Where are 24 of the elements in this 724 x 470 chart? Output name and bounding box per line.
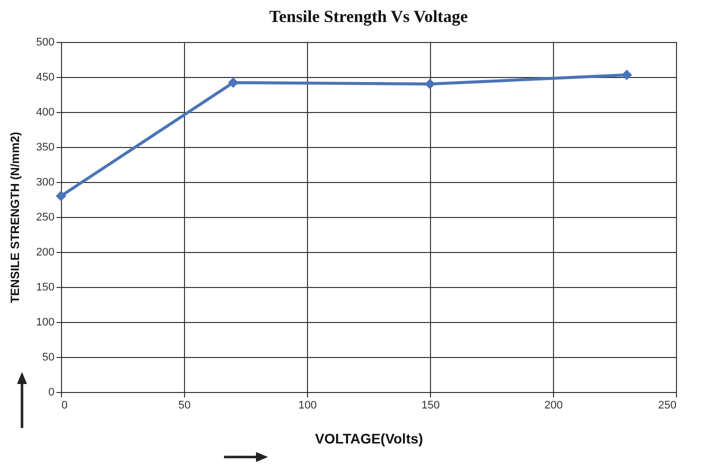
y-tick-label: 400 <box>36 106 54 118</box>
y-tick-label: 500 <box>36 36 54 48</box>
x-tick-label: 50 <box>178 400 191 412</box>
y-axis-title: TENSILE STRENGTH (N/mm2) <box>8 132 22 304</box>
x-tick-label: 200 <box>544 400 563 412</box>
point <box>56 190 66 202</box>
x-tick-label: 0 <box>62 400 68 412</box>
y-tick-label: 350 <box>36 142 54 154</box>
y-tick-label: 50 <box>42 352 54 364</box>
x-tick-label: 150 <box>421 400 440 412</box>
point <box>228 77 238 88</box>
y-tick-label: 100 <box>36 316 54 328</box>
y-tick-label: 450 <box>36 72 54 84</box>
x-axis-title: VOLTAGE(Volts) <box>314 430 424 446</box>
y-tick-label: 200 <box>36 246 54 258</box>
y-tick-label: 150 <box>36 282 54 294</box>
x-tick-label: 100 <box>298 400 317 412</box>
y-tick-label: 250 <box>36 212 54 224</box>
y-tick-label: 300 <box>36 176 54 188</box>
chart-title: Tensile Strength Vs Voltage <box>269 7 468 26</box>
point <box>622 70 632 80</box>
y-tick-label: 0 <box>48 386 54 398</box>
x-tick-label: 250 <box>658 400 676 412</box>
point <box>424 78 436 90</box>
